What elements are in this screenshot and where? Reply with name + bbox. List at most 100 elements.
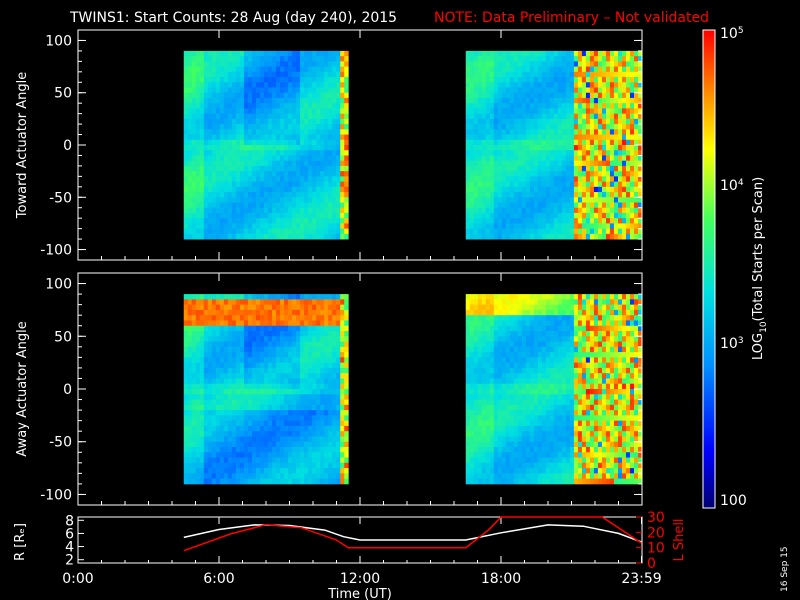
heatmap-cell xyxy=(239,61,245,67)
heatmap-cell xyxy=(613,77,619,83)
heatmap-cell xyxy=(549,129,555,135)
heatmap-cell xyxy=(195,150,201,156)
heatmap-cell xyxy=(268,134,273,141)
heatmap-cell xyxy=(565,165,571,172)
heatmap-cell xyxy=(625,186,631,193)
heatmap-cell xyxy=(328,160,333,167)
heatmap-cell xyxy=(280,228,285,235)
heatmap-cell xyxy=(545,186,551,193)
heatmap-cell xyxy=(549,87,555,94)
heatmap-cell xyxy=(304,212,309,219)
heatmap-cell xyxy=(312,457,317,464)
heatmap-cell xyxy=(581,139,587,146)
heatmap-cell xyxy=(191,383,197,390)
heatmap-cell xyxy=(501,150,507,156)
heatmap-cell xyxy=(637,197,643,203)
heatmap-cell xyxy=(219,367,225,374)
heatmap-cell xyxy=(324,336,329,342)
heatmap-cell xyxy=(219,145,225,151)
heatmap-cell xyxy=(581,223,587,230)
heatmap-cell xyxy=(276,176,281,182)
heatmap-cell xyxy=(211,441,217,448)
heatmap-cell xyxy=(469,165,475,172)
heatmap-cell xyxy=(231,357,237,364)
heatmap-cell xyxy=(223,113,229,120)
heatmap-cell xyxy=(223,129,229,135)
heatmap-cell xyxy=(569,192,575,198)
heatmap-cell xyxy=(276,212,281,219)
heatmap-cell xyxy=(597,171,603,177)
heatmap-cell xyxy=(223,197,229,203)
heatmap-cell xyxy=(243,478,249,485)
heatmap-cell xyxy=(637,181,643,188)
heatmap-cell xyxy=(280,56,285,62)
heatmap-cell xyxy=(187,468,193,474)
heatmap-cell xyxy=(288,331,293,337)
heatmap-cell xyxy=(239,410,245,416)
heatmap-cell xyxy=(328,431,333,437)
heatmap-cell xyxy=(469,61,475,67)
heatmap-cell xyxy=(284,294,289,300)
heatmap-cell xyxy=(276,399,281,406)
heatmap-cell xyxy=(521,97,527,104)
heatmap-cell xyxy=(300,399,305,406)
heatmap-cell xyxy=(589,186,595,193)
heatmap-cell xyxy=(187,186,193,193)
heatmap-cell xyxy=(344,410,349,416)
heatmap-cell xyxy=(268,118,273,125)
heatmap-cell xyxy=(288,103,293,109)
heatmap-cell xyxy=(300,331,305,337)
heatmap-cell xyxy=(219,202,225,209)
heatmap-cell xyxy=(259,50,265,57)
heatmap-cell xyxy=(187,452,193,458)
heatmap-cell xyxy=(521,186,527,193)
heatmap-cell xyxy=(207,436,213,443)
heatmap-cell xyxy=(513,61,519,67)
heatmap-cell xyxy=(183,373,189,379)
heatmap-cell xyxy=(296,367,301,374)
heatmap-cell xyxy=(344,304,349,311)
heatmap-cell xyxy=(187,176,193,182)
heatmap-cell xyxy=(187,61,193,67)
heatmap-cell xyxy=(235,299,241,306)
heatmap-cell xyxy=(304,150,309,156)
heatmap-cell xyxy=(223,155,229,162)
heatmap-cell xyxy=(497,77,503,83)
heatmap-cell xyxy=(489,134,495,141)
heatmap-cell xyxy=(263,171,269,177)
heatmap-cell xyxy=(332,425,337,432)
heatmap-cell xyxy=(320,468,325,474)
heatmap-cell xyxy=(292,77,297,83)
heatmap-cell xyxy=(312,294,317,300)
heatmap-cell xyxy=(255,457,261,464)
heatmap-cell xyxy=(183,410,189,416)
heatmap-cell xyxy=(243,304,249,311)
heatmap-cell xyxy=(272,425,277,432)
heatmap-cell xyxy=(525,212,531,219)
heatmap-cell xyxy=(633,233,639,240)
heatmap-cell xyxy=(324,415,329,422)
heatmap-cell xyxy=(549,97,555,104)
heatmap-cell xyxy=(284,50,289,57)
heatmap-cell xyxy=(215,473,221,480)
heatmap-cell xyxy=(255,378,261,385)
heatmap-cell xyxy=(497,129,503,135)
heatmap-cell xyxy=(239,331,245,337)
heatmap-cell xyxy=(235,441,241,448)
heatmap-cell xyxy=(509,150,515,156)
heatmap-cell xyxy=(292,150,297,156)
heatmap-cell xyxy=(263,165,269,172)
heatmap-cell xyxy=(231,452,237,458)
heatmap-cell xyxy=(517,97,523,104)
heatmap-cell xyxy=(292,341,297,348)
heatmap-cell xyxy=(187,192,193,198)
heatmap-cell xyxy=(276,299,281,306)
heatmap-cell xyxy=(565,139,571,146)
heatmap-cell xyxy=(255,186,261,193)
heatmap-cell xyxy=(239,378,245,385)
heatmap-cell xyxy=(601,197,607,203)
heatmap-cell xyxy=(247,77,253,83)
heatmap-cell xyxy=(183,207,189,214)
heatmap-cell xyxy=(191,103,197,109)
heatmap-cell xyxy=(195,399,201,406)
